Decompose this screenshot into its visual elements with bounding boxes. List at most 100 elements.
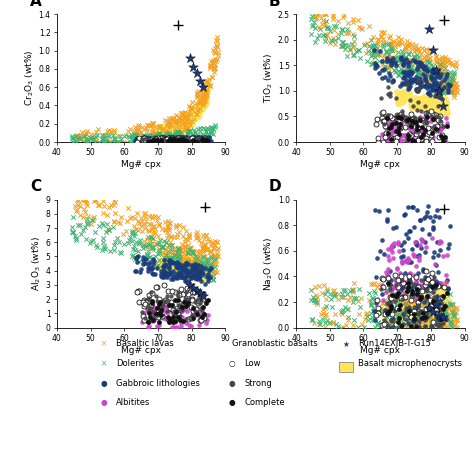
Point: [136, 137, 143, 144]
Point: [200, 260, 207, 267]
Point: [429, 86, 437, 94]
Point: [141, 209, 149, 217]
Point: [183, 256, 191, 263]
Point: [170, 312, 178, 320]
Point: [435, 299, 443, 307]
Point: [423, 305, 431, 312]
Point: [148, 289, 156, 296]
Point: [184, 277, 192, 285]
Point: [433, 105, 441, 112]
Point: [452, 317, 460, 324]
Point: [367, 309, 375, 317]
Point: [171, 288, 179, 295]
Point: [407, 322, 415, 329]
Point: [395, 241, 402, 248]
Point: [194, 135, 201, 143]
Point: [349, 30, 357, 37]
Point: [419, 63, 427, 70]
Point: [169, 136, 177, 143]
Point: [445, 88, 453, 95]
Point: [401, 299, 409, 307]
Point: [210, 257, 218, 264]
Point: [379, 29, 387, 37]
Point: [439, 102, 447, 110]
Y-axis label: Na$_2$O (wt%): Na$_2$O (wt%): [263, 236, 275, 291]
Point: [414, 51, 421, 59]
Point: [425, 89, 432, 97]
Point: [147, 138, 155, 145]
Point: [415, 68, 422, 75]
Point: [185, 102, 192, 110]
Point: [117, 249, 125, 256]
Point: [405, 310, 413, 317]
Point: [378, 321, 386, 329]
Point: [401, 57, 408, 65]
Point: [441, 316, 449, 324]
Point: [414, 300, 422, 307]
Point: [427, 96, 434, 104]
Point: [188, 312, 196, 319]
Point: [174, 133, 182, 140]
Point: [443, 271, 450, 278]
Point: [411, 300, 419, 308]
Point: [424, 310, 431, 317]
Point: [374, 296, 381, 304]
Point: [144, 226, 152, 234]
Point: [154, 135, 162, 143]
Point: [421, 73, 428, 81]
Point: [438, 316, 446, 324]
Point: [188, 248, 196, 255]
Point: [446, 301, 454, 308]
Point: [155, 300, 163, 307]
Point: [148, 236, 155, 243]
Point: [374, 115, 381, 123]
Point: [383, 215, 391, 223]
Point: [388, 126, 396, 133]
Point: [343, 52, 350, 59]
Point: [184, 249, 191, 256]
Point: [439, 252, 447, 260]
Point: [411, 114, 419, 122]
Point: [399, 279, 407, 287]
Point: [387, 130, 394, 138]
Point: [383, 114, 391, 122]
Point: [145, 264, 152, 271]
Point: [172, 273, 180, 280]
Point: [387, 267, 394, 275]
Point: [109, 223, 116, 230]
Point: [387, 318, 394, 325]
Point: [398, 294, 405, 302]
Point: [427, 100, 434, 108]
Point: [149, 243, 157, 250]
Point: [450, 301, 457, 309]
Point: [191, 112, 199, 120]
Point: [405, 277, 413, 284]
Point: [203, 78, 210, 85]
Point: [308, 317, 316, 324]
Point: [204, 235, 212, 243]
Point: [100, 242, 108, 250]
Point: [162, 239, 170, 247]
Point: [144, 135, 151, 143]
Point: [197, 137, 204, 145]
Point: [381, 53, 388, 61]
Point: [371, 48, 379, 55]
Point: [157, 127, 164, 134]
Point: [167, 292, 174, 300]
Point: [439, 82, 447, 90]
Point: [200, 310, 208, 318]
Point: [192, 305, 200, 312]
Point: [439, 305, 447, 313]
Point: [200, 138, 208, 145]
Point: [421, 310, 428, 318]
Point: [431, 260, 439, 267]
Point: [434, 320, 441, 328]
Point: [73, 206, 81, 214]
Point: [387, 295, 395, 302]
Point: [148, 138, 156, 146]
Point: [400, 289, 408, 296]
Point: [431, 74, 439, 81]
Point: [155, 262, 162, 269]
Point: [197, 305, 205, 312]
Point: [405, 62, 412, 70]
